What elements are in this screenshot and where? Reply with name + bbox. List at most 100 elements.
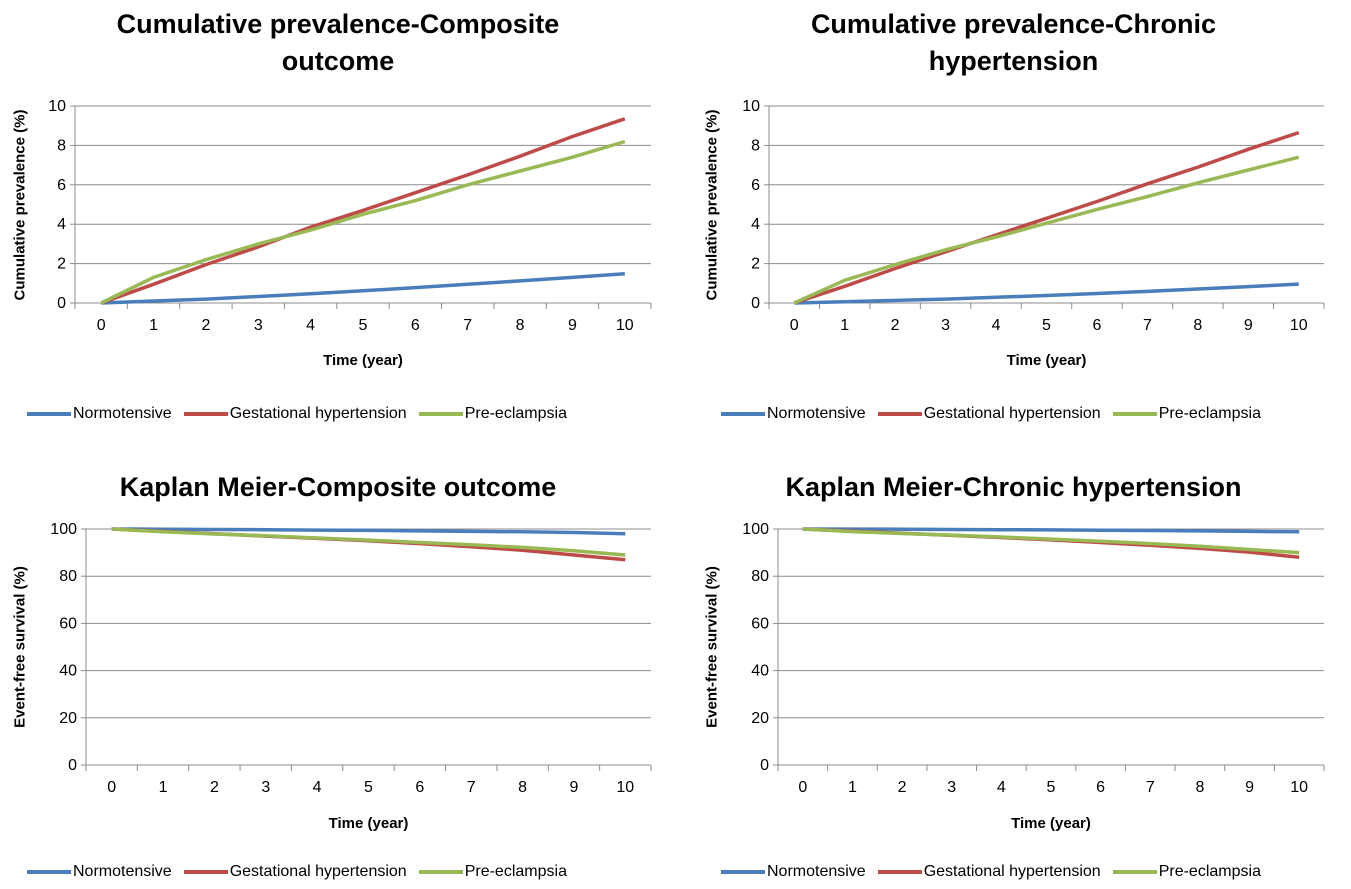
legend-item: Pre-eclampsia bbox=[418, 405, 567, 423]
x-tick-label: 0 bbox=[97, 317, 106, 334]
chart-panel-cumulative-composite: Cumulative prevalence-Composite outcome 0… bbox=[0, 0, 676, 445]
y-axis-label: Cumulative prevalence (%) bbox=[703, 109, 721, 300]
x-tick-label: 10 bbox=[1290, 317, 1308, 334]
legend-swatch bbox=[27, 870, 71, 874]
legend-swatch bbox=[418, 870, 463, 874]
x-tick-label: 7 bbox=[1146, 779, 1155, 796]
legend-swatch bbox=[183, 412, 228, 416]
y-tick-label: 4 bbox=[57, 216, 66, 233]
x-tick-label: 5 bbox=[1047, 779, 1056, 796]
x-tick-label: 1 bbox=[159, 779, 168, 796]
series-line-pre-eclampsia bbox=[793, 155, 1300, 305]
x-tick-label: 7 bbox=[1143, 317, 1152, 334]
legend-swatch bbox=[183, 870, 228, 874]
y-axis-label: Event-free survival (%) bbox=[703, 566, 721, 728]
plot-area: 0 20 40 60 80 100 0 1 2 3 4 5 6 7 8 9 10 bbox=[50, 521, 652, 796]
legend-swatch bbox=[877, 870, 922, 874]
x-tick-label: 7 bbox=[467, 779, 476, 796]
x-tick-label: 3 bbox=[947, 779, 956, 796]
y-tick-label: 0 bbox=[57, 295, 66, 312]
x-tick-label: 3 bbox=[254, 317, 263, 334]
y-tick-label: 6 bbox=[751, 177, 760, 194]
y-tick-label: 80 bbox=[59, 568, 77, 585]
x-tick-label: 2 bbox=[201, 317, 210, 334]
legend-label: Normotensive bbox=[73, 863, 172, 880]
y-tick-label: 0 bbox=[68, 757, 77, 774]
x-tick-label: 1 bbox=[848, 779, 857, 796]
x-tick-label: 6 bbox=[1096, 779, 1105, 796]
x-tick-label: 9 bbox=[570, 779, 579, 796]
legend-swatch bbox=[1112, 412, 1157, 416]
x-tick-label: 5 bbox=[364, 779, 373, 796]
legend-item: Pre-eclampsia bbox=[1112, 405, 1261, 423]
chart-panel-km-chronic: Kaplan Meier-Chronic hypertension 0 20 40 60… bbox=[676, 445, 1351, 889]
x-tick-label: 1 bbox=[149, 317, 158, 334]
legend-swatch bbox=[877, 412, 922, 416]
legend-item: Normotensive bbox=[27, 405, 172, 423]
x-tick-label: 0 bbox=[107, 779, 116, 796]
x-tick-label: 8 bbox=[518, 779, 527, 796]
x-tick-label: 8 bbox=[1195, 779, 1204, 796]
legend: Normotensive Gestational hypertension Pre-… bbox=[27, 863, 579, 881]
legend: Normotensive Gestational hypertension Pre-… bbox=[721, 405, 1273, 423]
series-line-normotensive bbox=[802, 527, 1300, 534]
y-tick-label: 0 bbox=[751, 295, 760, 312]
legend-item: Normotensive bbox=[721, 863, 866, 881]
x-tick-label: 7 bbox=[463, 317, 472, 334]
legend-swatch bbox=[1112, 870, 1157, 874]
x-tick-label: 4 bbox=[313, 779, 322, 796]
legend-item: Normotensive bbox=[27, 863, 172, 881]
series-line-normotensive bbox=[101, 272, 625, 305]
x-tick-label: 1 bbox=[840, 317, 849, 334]
x-tick-label: 0 bbox=[798, 779, 807, 796]
y-axis-label: Cumulative prevalence (%) bbox=[11, 109, 29, 300]
series-line-pre-eclampsia bbox=[100, 139, 626, 305]
chart-title: Kaplan Meier-Composite outcome bbox=[119, 472, 557, 502]
y-tick-label: 0 bbox=[760, 757, 769, 774]
legend-swatch bbox=[721, 870, 765, 874]
legend-label: Normotensive bbox=[767, 863, 866, 880]
series-line-pre-eclampsia bbox=[802, 527, 1300, 555]
x-tick-label: 8 bbox=[1193, 317, 1202, 334]
series-line-gestational-hypertension bbox=[793, 130, 1300, 305]
x-tick-label: 10 bbox=[616, 779, 634, 796]
legend-label: Pre-eclampsia bbox=[1158, 405, 1261, 422]
chart-panel-km-composite: Kaplan Meier-Composite outcome 0 20 40 60 80 1… bbox=[0, 445, 676, 889]
legend-item: Normotensive bbox=[721, 405, 866, 423]
legend-label: Normotensive bbox=[767, 405, 866, 422]
y-tick-label: 6 bbox=[57, 177, 66, 194]
x-tick-label: 5 bbox=[1042, 317, 1051, 334]
legend-label: Pre-eclampsia bbox=[464, 863, 567, 880]
series-line-gestational-hypertension bbox=[100, 117, 626, 305]
y-tick-label: 10 bbox=[742, 98, 760, 115]
x-tick-label: 6 bbox=[1093, 317, 1102, 334]
x-axis-label: Time (year) bbox=[323, 352, 403, 369]
legend-swatch bbox=[721, 412, 765, 416]
chart-panel-cumulative-chronic: Cumulative prevalence-Chronic hypertensi… bbox=[676, 0, 1351, 445]
x-tick-label: 4 bbox=[997, 779, 1006, 796]
x-tick-label: 3 bbox=[941, 317, 950, 334]
legend-item: Gestational hypertension bbox=[877, 863, 1101, 881]
legend-label: Gestational hypertension bbox=[923, 405, 1101, 422]
legend-swatch bbox=[27, 412, 71, 416]
legend-label: Gestational hypertension bbox=[923, 863, 1101, 880]
y-tick-label: 40 bbox=[751, 663, 769, 680]
x-tick-label: 5 bbox=[359, 317, 368, 334]
legend: Normotensive Gestational hypertension Pre-… bbox=[721, 863, 1273, 881]
x-tick-label: 9 bbox=[568, 317, 577, 334]
legend-item: Gestational hypertension bbox=[183, 863, 407, 881]
legend-label: Pre-eclampsia bbox=[1158, 863, 1261, 880]
x-tick-label: 2 bbox=[210, 779, 219, 796]
y-tick-label: 60 bbox=[751, 615, 769, 632]
x-axis-label: Time (year) bbox=[328, 815, 409, 832]
x-tick-label: 0 bbox=[790, 317, 799, 334]
series-line-normotensive bbox=[794, 282, 1299, 305]
y-tick-label: 4 bbox=[751, 216, 760, 233]
y-tick-label: 60 bbox=[59, 615, 77, 632]
x-tick-label: 10 bbox=[616, 317, 634, 334]
x-tick-label: 10 bbox=[1290, 779, 1308, 796]
x-tick-label: 9 bbox=[1245, 779, 1254, 796]
y-tick-label: 100 bbox=[742, 521, 769, 538]
legend-label: Gestational hypertension bbox=[229, 863, 407, 880]
x-tick-label: 4 bbox=[306, 317, 315, 334]
